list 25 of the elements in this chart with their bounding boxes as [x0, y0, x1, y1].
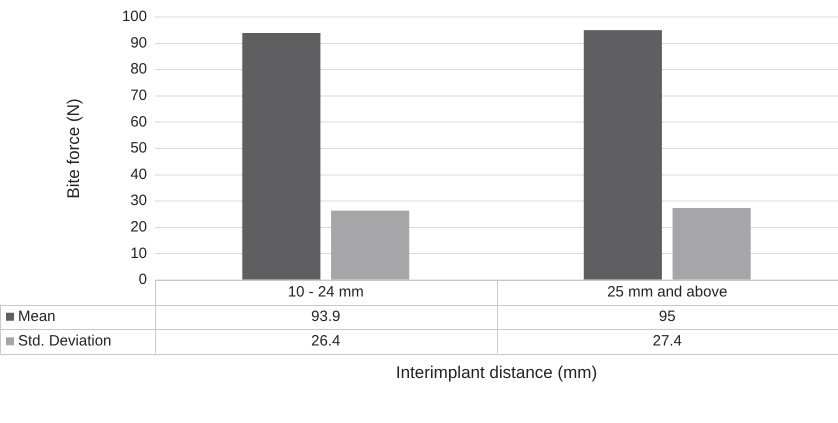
x-tick-label: 10 - 24 mm: [288, 283, 364, 300]
y-tick-label: 90: [130, 34, 147, 52]
data-label: 27.4: [652, 332, 682, 350]
y-axis-title: Bite force (N): [64, 98, 83, 199]
y-tick-label: 10: [130, 244, 147, 262]
data-label: 26.4: [311, 332, 340, 350]
y-tick-label: 50: [130, 140, 147, 157]
data-label: 95: [658, 308, 676, 325]
y-tick-label: 40: [130, 166, 147, 183]
bar: [584, 30, 662, 280]
y-tick-label: 30: [130, 192, 147, 210]
y-tick-label: 70: [130, 87, 147, 104]
bar: [672, 208, 751, 280]
y-tick-label: 0: [138, 271, 147, 288]
y-tick-label: 20: [130, 218, 147, 236]
x-axis-title: Interimplant distance (mm): [396, 363, 598, 382]
y-tick-label: 100: [122, 8, 147, 26]
y-tick-label: 60: [130, 113, 147, 130]
bar: [331, 210, 410, 280]
legend-label: Mean: [18, 308, 56, 325]
legend-label: Std. Deviation: [18, 332, 112, 350]
bar: [242, 33, 320, 280]
y-tick-label: 80: [130, 60, 147, 78]
x-tick-label: 25 mm and above: [607, 283, 728, 300]
data-label: 93.9: [311, 308, 340, 325]
